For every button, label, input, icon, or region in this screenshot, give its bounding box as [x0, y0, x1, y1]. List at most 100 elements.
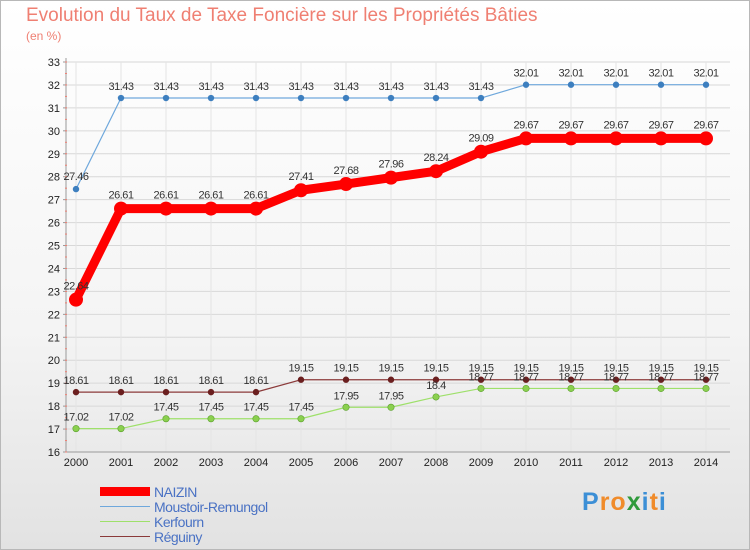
- chart-title: Evolution du Taux de Taxe Foncière sur l…: [26, 5, 538, 26]
- data-label: 18.61: [108, 375, 133, 387]
- data-label: 19.15: [603, 363, 628, 375]
- data-point: [114, 201, 128, 216]
- data-point: [657, 81, 665, 88]
- data-label: 17.02: [108, 412, 133, 424]
- data-point: [564, 131, 578, 146]
- y-tick-label: 20: [48, 355, 60, 367]
- x-tick-label: 2014: [694, 457, 718, 469]
- data-point: [207, 94, 215, 102]
- data-point: [117, 425, 125, 433]
- data-label: 19.15: [423, 363, 448, 375]
- y-tick-label: 22: [48, 309, 60, 321]
- y-tick-label: 21: [48, 332, 60, 344]
- data-point: [297, 376, 305, 383]
- legend-item-reguiny: Réguiny: [100, 529, 360, 545]
- y-tick-label: 29: [48, 149, 60, 161]
- data-label: 17.95: [333, 390, 358, 402]
- data-point: [294, 183, 308, 198]
- logo-letter: i: [658, 488, 667, 516]
- data-point: [612, 81, 620, 88]
- y-tick-label: 18: [48, 401, 60, 413]
- data-label: 19.15: [288, 363, 313, 375]
- data-label: 17.45: [288, 402, 313, 414]
- x-tick-label: 2001: [109, 457, 133, 469]
- data-label: 29.67: [513, 119, 538, 131]
- legend-label-reguiny: Réguiny: [154, 529, 202, 545]
- data-point: [207, 415, 215, 423]
- data-point: [72, 425, 80, 433]
- data-label: 18.61: [198, 375, 223, 387]
- data-label: 18.77: [558, 371, 583, 383]
- data-label: 26.61: [153, 190, 178, 202]
- data-label: 26.61: [108, 190, 133, 202]
- data-point: [297, 415, 305, 423]
- data-point: [474, 144, 488, 159]
- data-label: 31.43: [288, 81, 313, 93]
- data-point: [567, 376, 575, 383]
- x-tick-label: 2002: [154, 457, 178, 469]
- y-tick-label: 30: [48, 126, 60, 138]
- data-point: [204, 201, 218, 216]
- legend: NAIZIN Moustoir-Remungol Kerfourn Réguin…: [100, 484, 360, 545]
- data-label: 18.61: [243, 375, 268, 387]
- data-label: 32.01: [693, 68, 718, 80]
- x-tick-label: 2000: [64, 457, 88, 469]
- data-label: 29.67: [648, 119, 673, 131]
- data-label: 31.43: [198, 81, 223, 93]
- data-label: 31.43: [468, 81, 493, 93]
- data-label: 29.67: [693, 119, 718, 131]
- data-point: [387, 376, 395, 383]
- x-tick-label: 2007: [379, 457, 403, 469]
- data-point: [342, 376, 350, 383]
- data-label: 31.43: [243, 81, 268, 93]
- data-label: 18.61: [153, 375, 178, 387]
- data-label: 32.01: [603, 68, 628, 80]
- data-point: [477, 94, 485, 102]
- data-label: 18.4: [426, 380, 446, 392]
- y-tick-label: 31: [48, 103, 60, 115]
- data-point: [384, 170, 398, 185]
- data-point: [567, 384, 575, 392]
- data-label: 32.01: [648, 68, 673, 80]
- data-point: [297, 94, 305, 102]
- data-point: [249, 201, 263, 216]
- data-point: [654, 131, 668, 146]
- data-label: 18.77: [693, 371, 718, 383]
- data-point: [477, 384, 485, 392]
- data-label: 17.45: [243, 402, 268, 414]
- legend-item-naizin: NAIZIN: [100, 484, 360, 500]
- data-label: 28.24: [423, 152, 448, 164]
- x-tick-label: 2013: [649, 457, 673, 469]
- y-tick-label: 24: [48, 263, 60, 275]
- data-point: [702, 81, 710, 88]
- data-label: 19.15: [648, 363, 673, 375]
- data-label: 32.01: [558, 68, 583, 80]
- data-point: [567, 81, 575, 88]
- data-point: [387, 94, 395, 102]
- legend-label-kerfourn: Kerfourn: [154, 514, 204, 530]
- data-label: 17.95: [378, 390, 403, 402]
- data-point: [657, 376, 665, 383]
- data-label: 22.64: [63, 281, 88, 293]
- data-label: 19.15: [378, 363, 403, 375]
- data-point: [432, 94, 440, 102]
- x-tick-label: 2004: [244, 457, 268, 469]
- data-point: [252, 94, 260, 102]
- data-label: 19.15: [693, 363, 718, 375]
- y-tick-label: 16: [48, 447, 60, 459]
- x-tick-label: 2008: [424, 457, 448, 469]
- data-point: [252, 415, 260, 423]
- data-point: [117, 94, 125, 102]
- data-label: 18.77: [648, 371, 673, 383]
- data-point: [432, 393, 440, 401]
- logo-letter: P: [582, 488, 600, 516]
- y-tick-label: 17: [48, 424, 60, 436]
- data-label: 18.61: [63, 375, 88, 387]
- data-label: 26.61: [198, 190, 223, 202]
- data-label: 31.43: [423, 81, 448, 93]
- data-point: [72, 388, 80, 396]
- data-label: 27.46: [63, 171, 88, 183]
- data-label: 29.09: [468, 133, 493, 145]
- chart-unit-label: (en %): [26, 29, 62, 43]
- legend-label-naizin: NAIZIN: [154, 484, 197, 500]
